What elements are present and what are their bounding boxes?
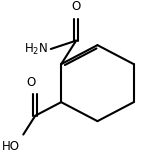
Text: HO: HO xyxy=(2,140,20,153)
Text: H$_2$N: H$_2$N xyxy=(24,41,48,57)
Text: O: O xyxy=(71,0,81,13)
Text: O: O xyxy=(26,76,35,89)
